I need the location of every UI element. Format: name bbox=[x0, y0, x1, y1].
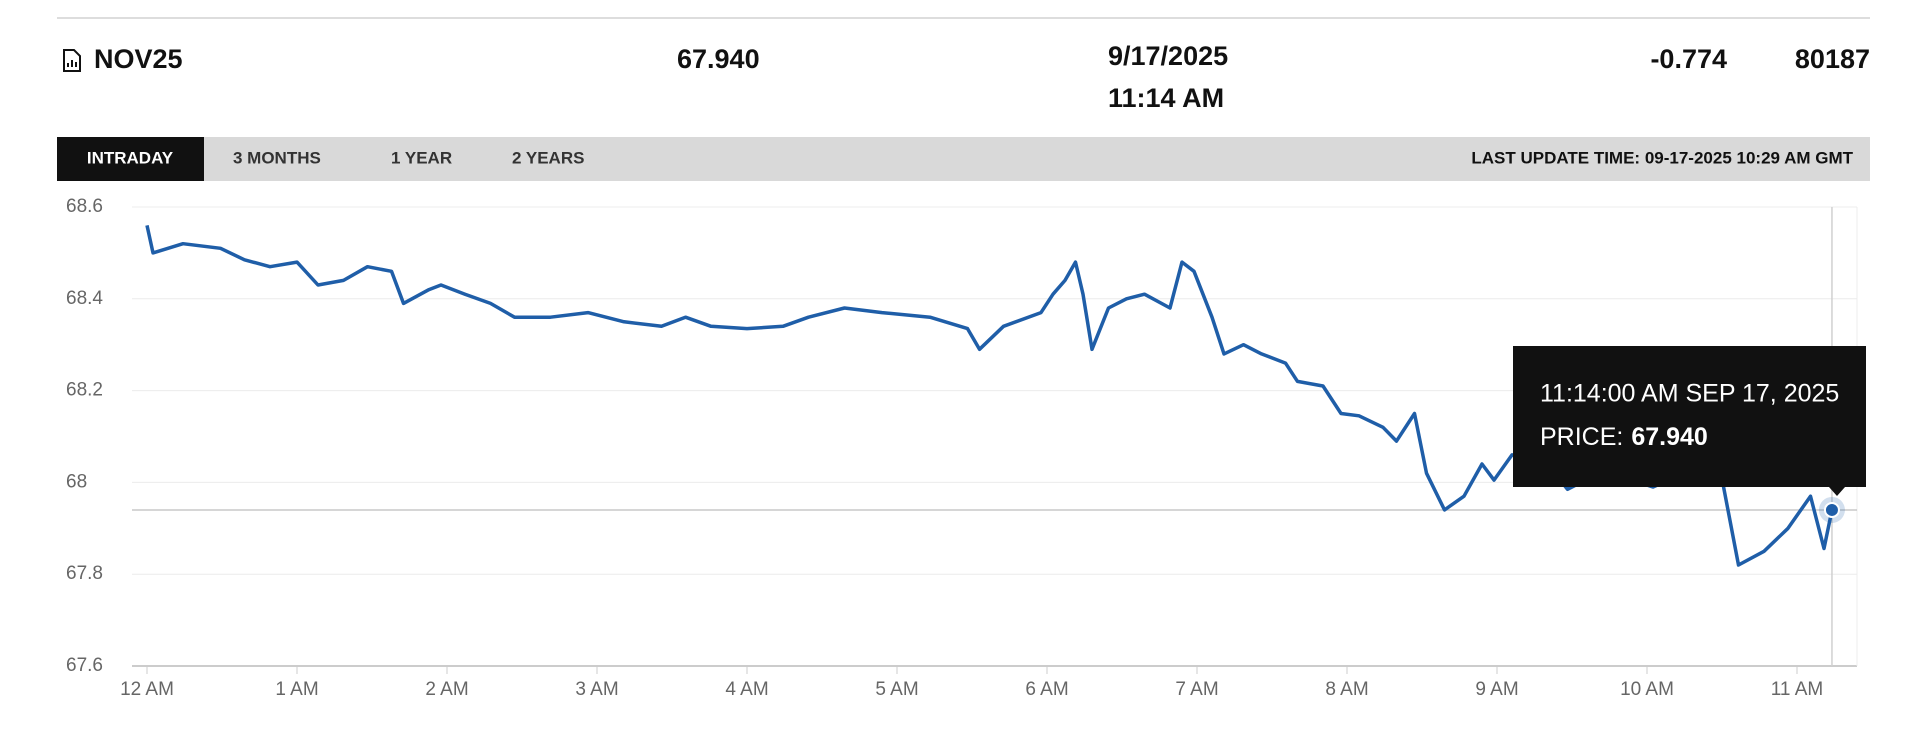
x-tick-label: 12 AM bbox=[120, 679, 174, 700]
tab[interactable]: 2 YEARS bbox=[512, 148, 584, 167]
tooltip-time: 11:14:00 AM SEP 17, 2025 bbox=[1540, 380, 1839, 408]
date: 9/17/2025 bbox=[1108, 41, 1228, 71]
x-tick-label: 8 AM bbox=[1325, 679, 1368, 700]
x-tick-label: 5 AM bbox=[875, 679, 918, 700]
tab[interactable]: 3 MONTHS bbox=[233, 148, 321, 167]
tooltip-price-value: 67.940 bbox=[1631, 423, 1707, 451]
y-tick-label: 67.8 bbox=[66, 563, 103, 584]
x-tick-label: 7 AM bbox=[1175, 679, 1218, 700]
tooltip-pointer bbox=[1829, 487, 1845, 496]
y-tick-label: 68.6 bbox=[66, 196, 103, 217]
last-update: LAST UPDATE TIME: 09-17-2025 10:29 AM GM… bbox=[1471, 148, 1853, 167]
volume: 80187 bbox=[1795, 44, 1870, 74]
tab[interactable]: INTRADAY bbox=[87, 148, 174, 167]
y-tick-label: 68.4 bbox=[66, 288, 103, 309]
hover-point bbox=[1823, 501, 1840, 518]
tooltip-box bbox=[1513, 346, 1866, 487]
tab[interactable]: 1 YEAR bbox=[391, 148, 452, 167]
tooltip-price: PRICE: 67.940 bbox=[1540, 423, 1708, 451]
x-tick-label: 2 AM bbox=[425, 679, 468, 700]
x-tick-label: 10 AM bbox=[1620, 679, 1674, 700]
x-tick-label: 11 AM bbox=[1771, 679, 1823, 700]
tooltip: 11:14:00 AM SEP 17, 2025 PRICE: 67.940 bbox=[1513, 346, 1866, 496]
y-tick-label: 67.6 bbox=[66, 655, 103, 676]
x-tick-label: 3 AM bbox=[575, 679, 618, 700]
price: 67.940 bbox=[677, 44, 760, 74]
x-tick-label: 9 AM bbox=[1475, 679, 1518, 700]
change: -0.774 bbox=[1650, 44, 1727, 74]
active-tab-bg bbox=[57, 137, 204, 181]
price-line bbox=[145, 225, 1834, 567]
chart-icon bbox=[63, 49, 81, 72]
x-tick-label: 6 AM bbox=[1025, 679, 1068, 700]
time: 11:14 AM bbox=[1108, 83, 1224, 113]
tab-bar bbox=[57, 137, 1870, 181]
y-tick-label: 68 bbox=[66, 471, 87, 492]
tooltip-price-label: PRICE: bbox=[1540, 423, 1623, 451]
symbol: NOV25 bbox=[94, 44, 183, 74]
y-tick-label: 68.2 bbox=[66, 380, 103, 401]
x-tick-label: 4 AM bbox=[725, 679, 768, 700]
x-tick-label: 1 AM bbox=[275, 679, 318, 700]
